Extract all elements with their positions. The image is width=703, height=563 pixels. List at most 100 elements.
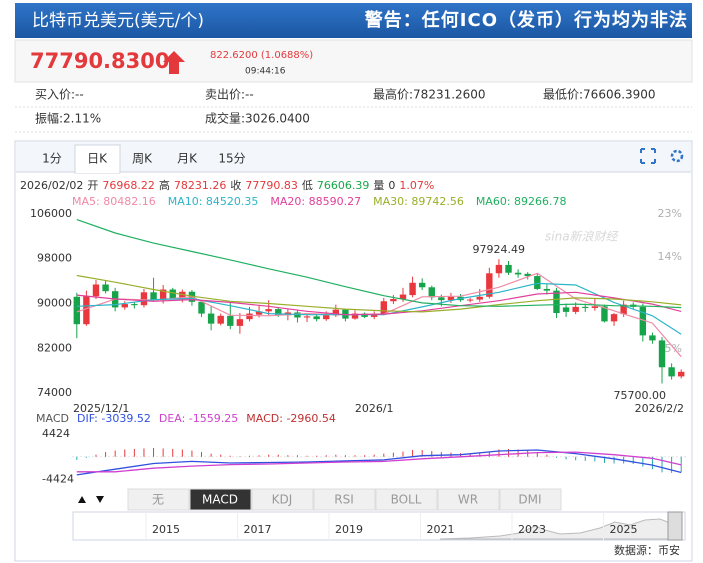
candle-body [418,282,426,288]
candle-body [668,367,675,377]
period-tab[interactable]: 15分 [218,152,245,166]
x-tick-label: 2026/2/2 [635,402,684,415]
period-tab[interactable]: 周K [132,152,153,166]
candle-body [524,273,531,277]
candle-body [476,296,483,300]
y-tick-label: 106000 [30,207,72,220]
candle-body [572,306,579,312]
candle-body [428,287,435,298]
y-tick-label: -4424 [42,473,74,486]
chart-panel [14,140,693,562]
info-item: 76606.39 [317,179,370,192]
candle-body [514,272,522,275]
quote-bar [14,39,693,83]
tab-bar [16,142,691,172]
quote-field: 买入价:-- [35,88,84,102]
candle-body [255,311,263,315]
candle-body [409,282,416,296]
ma-line [76,219,682,309]
period-tab[interactable]: 1分 [42,152,62,166]
navigator-handle[interactable] [667,511,683,541]
info-item: 0 [388,179,395,192]
quote-field: 最低价:76606.3900 [543,88,656,102]
info-item: 量 [373,179,384,192]
year-label: 2023 [518,523,546,536]
quote-field: 振幅:2.11% [35,111,101,126]
candle-body [83,296,90,325]
candle-body [275,309,282,316]
indicator-tab[interactable]: 无 [152,493,164,507]
candle-body [447,296,455,301]
indicator-tab[interactable]: MACD [202,493,238,507]
price: 77790.8300 [30,49,169,73]
candle-body [534,276,541,289]
candle-body [601,306,608,322]
up-arrow [163,51,185,74]
indicator-title: MACD [36,412,69,425]
x-tick-label: 2025/12/1 [73,402,129,415]
scroll-down[interactable] [96,496,104,503]
info-item: 76968.22 [102,179,155,192]
legend-entry: DIF: -3039.52 [77,412,151,425]
scroll-up[interactable] [78,496,86,503]
candle-body [121,304,128,308]
legend-entry: MACD: -2960.54 [246,412,336,425]
candle-body [92,284,100,297]
indicator-tab-bg[interactable] [313,488,376,511]
ma-line [76,282,682,335]
candle-body [207,313,215,324]
info-item: 78231.26 [174,179,227,192]
indicator-tab[interactable]: WR [458,493,478,507]
info-item: 高 [159,178,170,192]
y-tick-label: 4424 [42,427,70,440]
candle-body [543,288,551,291]
indicator-tab-bg[interactable] [499,488,562,511]
indicator-tab[interactable]: RSI [334,493,354,507]
candle-body [159,289,167,301]
year-label: 2019 [335,523,363,536]
y-tick-label: 82000 [37,341,72,354]
header-bar [15,3,692,38]
high-annotation: 97924.49 [473,243,526,256]
indicator-tab-bg[interactable] [251,488,314,511]
y-tick-label: 74000 [37,386,72,399]
indicator-tab-bg[interactable] [127,488,190,511]
navigator-area [439,518,671,540]
fullscreen-icon[interactable] [640,148,656,164]
candle-body [102,284,109,292]
settings-icon[interactable] [670,149,684,163]
y2-tick-label: 23% [658,207,682,220]
watermark: sina新浪财经 [545,230,620,244]
period-tab[interactable]: 日K [87,152,108,166]
indicator-tab[interactable]: KDJ [272,493,293,507]
candle-body [227,315,234,326]
candle-body [399,294,407,300]
ma-line [76,291,682,316]
source: 数据源：币安 [614,543,680,557]
legend-entry: MA10: 84520.35 [168,195,259,208]
candle-body [505,264,512,273]
period-tab[interactable]: 月K [177,152,198,166]
indicator-tab-bg[interactable] [437,488,500,511]
title: 比特币兑美元(美元/个) [32,11,204,31]
info-item: 1.07% [399,179,434,192]
candle-body [591,306,599,308]
indicator-tab[interactable]: DMI [518,493,541,507]
info-item: 低 [302,179,313,192]
info-item: 2026/02/02 [20,179,83,192]
macd-line [76,451,682,473]
candle-body [486,273,493,297]
candle-body [562,307,570,312]
candle-body [466,299,474,301]
candle-body [639,306,647,336]
candle-body [332,309,340,316]
y2-tick-label: 14% [658,250,682,263]
indicator-tab-bg[interactable] [189,488,252,511]
ma-legend: MA5: 80482.16 MA10: 84520.35 MA20: 88590.2… [72,195,567,208]
quote-field: 卖出价:-- [205,88,254,102]
indicator-tab-bg[interactable] [375,488,438,511]
info-item: 收 [230,178,241,192]
legend-entry: DEA: -1559.25 [159,412,238,425]
indicator-tab[interactable]: BOLL [391,493,422,507]
